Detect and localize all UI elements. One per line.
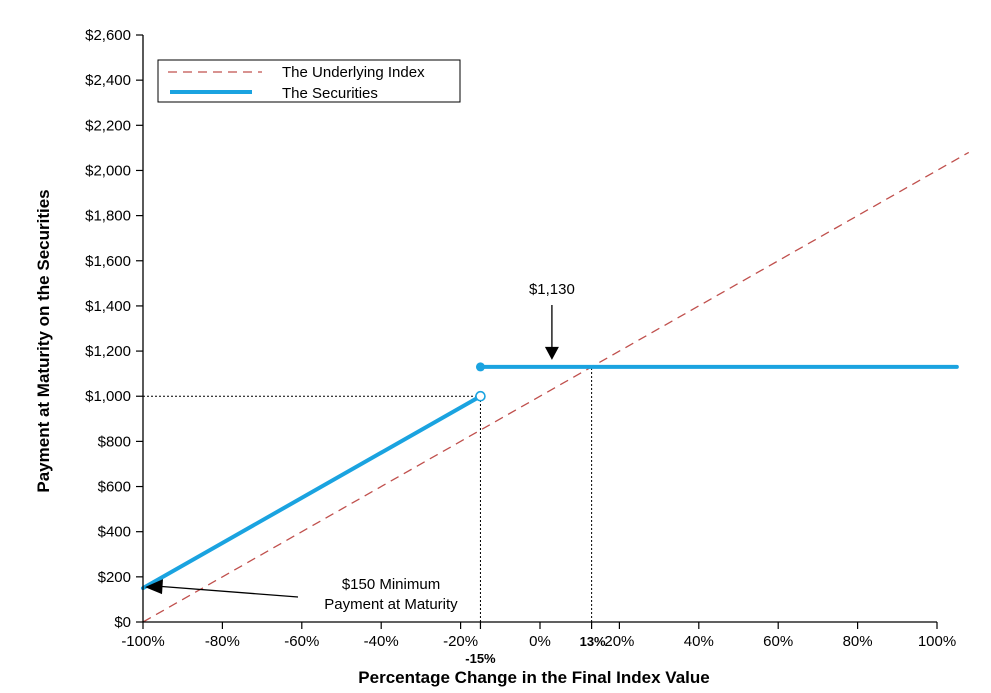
x-tick-label: -100% — [121, 633, 164, 650]
y-tick-label: $400 — [98, 524, 131, 541]
annotation-min-payment-arrow-line — [156, 585, 299, 598]
y-tick-label: $2,600 — [85, 27, 131, 44]
y-axis-title: Payment at Maturity on the Securities — [34, 189, 53, 492]
y-ticks: $0 $200 $400 $600 $800 $1,000 $1,200 $1,400 $1,6… — [85, 27, 143, 631]
annotations: $1,130 $150 Minimum Payment at Maturity — [145, 281, 575, 613]
series-securities-segment — [141, 394, 483, 591]
open-circle-marker — [475, 390, 486, 402]
y-tick-label: $600 — [98, 479, 131, 496]
x-ticks: -100% -80% -60% -40% -20% 0% 20% 40% 60% 80% 100% — [121, 622, 956, 650]
y-tick-label: $2,200 — [85, 117, 131, 134]
annotation-min-payment-line2: Payment at Maturity — [324, 596, 458, 613]
annotation-min-payment-arrowhead — [145, 579, 163, 595]
y-tick-label: $0 — [114, 614, 131, 631]
reference-lines — [143, 366, 593, 622]
axes — [142, 35, 937, 623]
marker-label-13: 13% — [580, 634, 606, 649]
series-underlying-index-line — [142, 151, 970, 623]
filled-circle-marker — [475, 362, 485, 372]
x-tick-label: 60% — [763, 633, 793, 650]
x-tick-label: -20% — [443, 633, 478, 650]
x-tick-label: 80% — [843, 633, 873, 650]
y-tick-label: $200 — [98, 569, 131, 586]
legend: The Underlying Index The Securities — [157, 59, 461, 103]
y-tick-label: $1,000 — [85, 388, 131, 405]
y-tick-label: $1,200 — [85, 343, 131, 360]
y-tick-label: $1,800 — [85, 208, 131, 225]
y-tick-label: $1,400 — [85, 298, 131, 315]
y-tick-label: $1,600 — [85, 253, 131, 270]
x-tick-label: -40% — [364, 633, 399, 650]
annotation-1130-label: $1,130 — [529, 281, 575, 298]
y-tick-label: $2,400 — [85, 72, 131, 89]
x-tick-label: -80% — [205, 633, 240, 650]
marker-label-minus-15: -15% — [465, 651, 496, 666]
annotation-min-payment-line1: $150 Minimum — [342, 576, 440, 593]
extra-x-markers: -15% 13% — [465, 622, 606, 666]
x-tick-label: 20% — [604, 633, 634, 650]
annotation-1130-arrowhead — [544, 346, 559, 360]
legend-box — [157, 59, 461, 103]
x-tick-label: 0% — [529, 633, 551, 650]
y-tick-label: $2,000 — [85, 162, 131, 179]
x-tick-label: 100% — [918, 633, 956, 650]
x-tick-label: -60% — [284, 633, 319, 650]
legend-label-underlying-index: The Underlying Index — [282, 64, 425, 81]
x-axis-title: Percentage Change in the Final Index Val… — [358, 668, 709, 687]
x-tick-label: 40% — [684, 633, 714, 650]
series-layer — [141, 151, 970, 623]
y-tick-label: $800 — [98, 433, 131, 450]
legend-label-securities: The Securities — [282, 85, 378, 102]
